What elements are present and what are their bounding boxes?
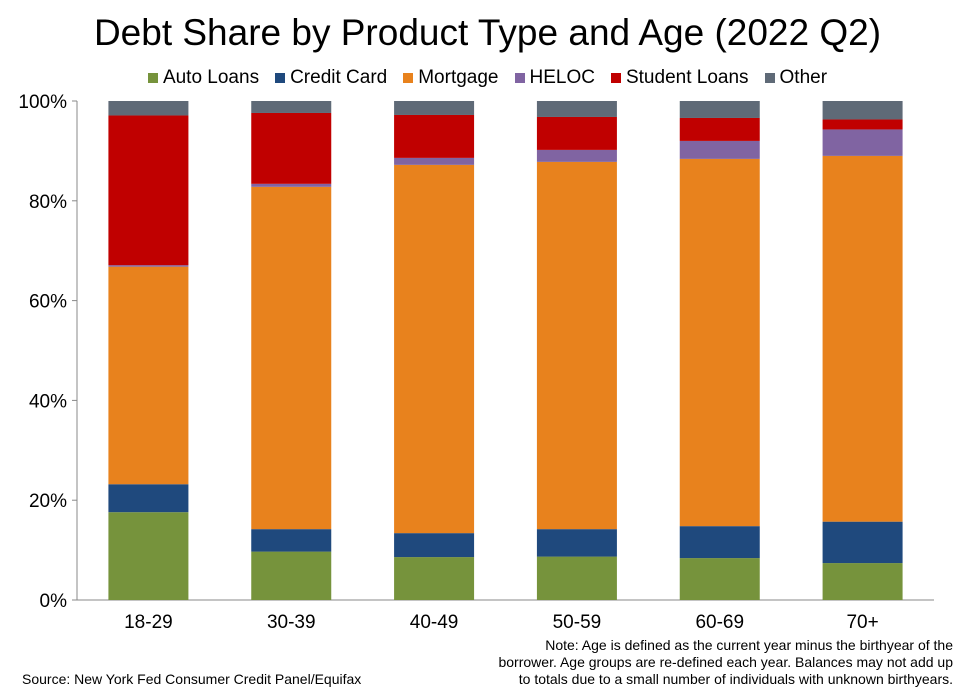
y-tick-label: 80% [29,192,67,213]
bar-segment [394,114,475,158]
bar-segment [536,529,617,557]
legend-swatch [514,73,525,83]
x-tick-label: 40-49 [410,612,459,633]
y-tick-label: 100% [18,92,67,113]
bar-segment [108,512,189,600]
bar-segment [394,164,475,534]
bar-segment [822,155,903,522]
footnote-line: to totals due to a small number of indiv… [518,671,953,687]
legend-label: Credit Card [290,67,388,88]
legend: Auto Loans Credit Card Mortgage HELOC Studen… [0,67,975,89]
chart-title: Debt Share by Product Type and Age (2022… [93,12,882,53]
bar-segment [251,186,332,530]
legend-swatch [147,73,158,83]
bar-segment [251,551,332,600]
y-tick-label: 20% [29,491,67,512]
bar-segment [108,266,189,485]
bar-segment [822,129,903,156]
bar-segment [251,112,332,184]
y-tick-label: 0% [40,591,68,612]
bar-segment [536,116,617,150]
legend-item: Auto Loans [147,67,260,89]
bar-segment [394,557,475,600]
legend-label: Mortgage [418,67,499,88]
bar-segment [822,521,903,564]
legend-item: Credit Card [275,67,387,89]
legend-item: Other [764,67,828,89]
legend-label: Auto Loans [162,67,260,88]
bar-segment [822,101,903,120]
bar-segment [108,265,189,267]
bar-segment [679,140,760,159]
x-tick-label: 70+ [846,612,878,633]
bar-segment [822,563,903,600]
bar-segment [822,119,903,130]
legend-item: HELOC [514,67,595,89]
bar-segment [251,183,332,187]
bar-segment [536,161,617,530]
footnote-line: borrower. Age groups are re-defined each… [498,654,953,670]
legend-swatch [403,73,414,83]
footnote: Note: Age is defined as the current year… [493,637,953,688]
bar-segment [536,101,617,117]
legend-label: HELOC [529,67,595,88]
bar-segment [394,157,475,165]
x-tick-label: 50-59 [553,612,602,633]
x-tick-label: 30-39 [267,612,316,633]
bar-segment [679,117,760,141]
legend-label: Other [779,67,828,88]
bar-segment [108,484,189,513]
bar-segment [679,158,760,527]
source-citation: Source: New York Fed Consumer Credit Pan… [22,671,362,687]
bar-segment [679,558,760,600]
bar-segment [108,101,189,116]
bar-segment [536,556,617,600]
bar-segment [394,101,475,115]
bar-segment [679,526,760,559]
bar-segment [679,101,760,118]
legend-swatch [275,73,286,83]
bar-segment [536,149,617,162]
x-tick-label: 60-69 [695,612,744,633]
legend-item: Student Loans [610,67,749,89]
bar-segment [251,101,332,113]
x-tick-label: 18-29 [124,612,173,633]
bar-segment [394,533,475,558]
legend-label: Student Loans [625,67,749,88]
y-tick-label: 40% [29,391,67,412]
bar-segment [108,115,189,266]
legend-swatch [610,73,621,83]
bar-segment [251,529,332,552]
legend-swatch [764,73,775,83]
y-tick-label: 60% [29,292,67,313]
footnote-line: Note: Age is defined as the current year… [545,637,953,653]
legend-item: Mortgage [403,67,499,89]
